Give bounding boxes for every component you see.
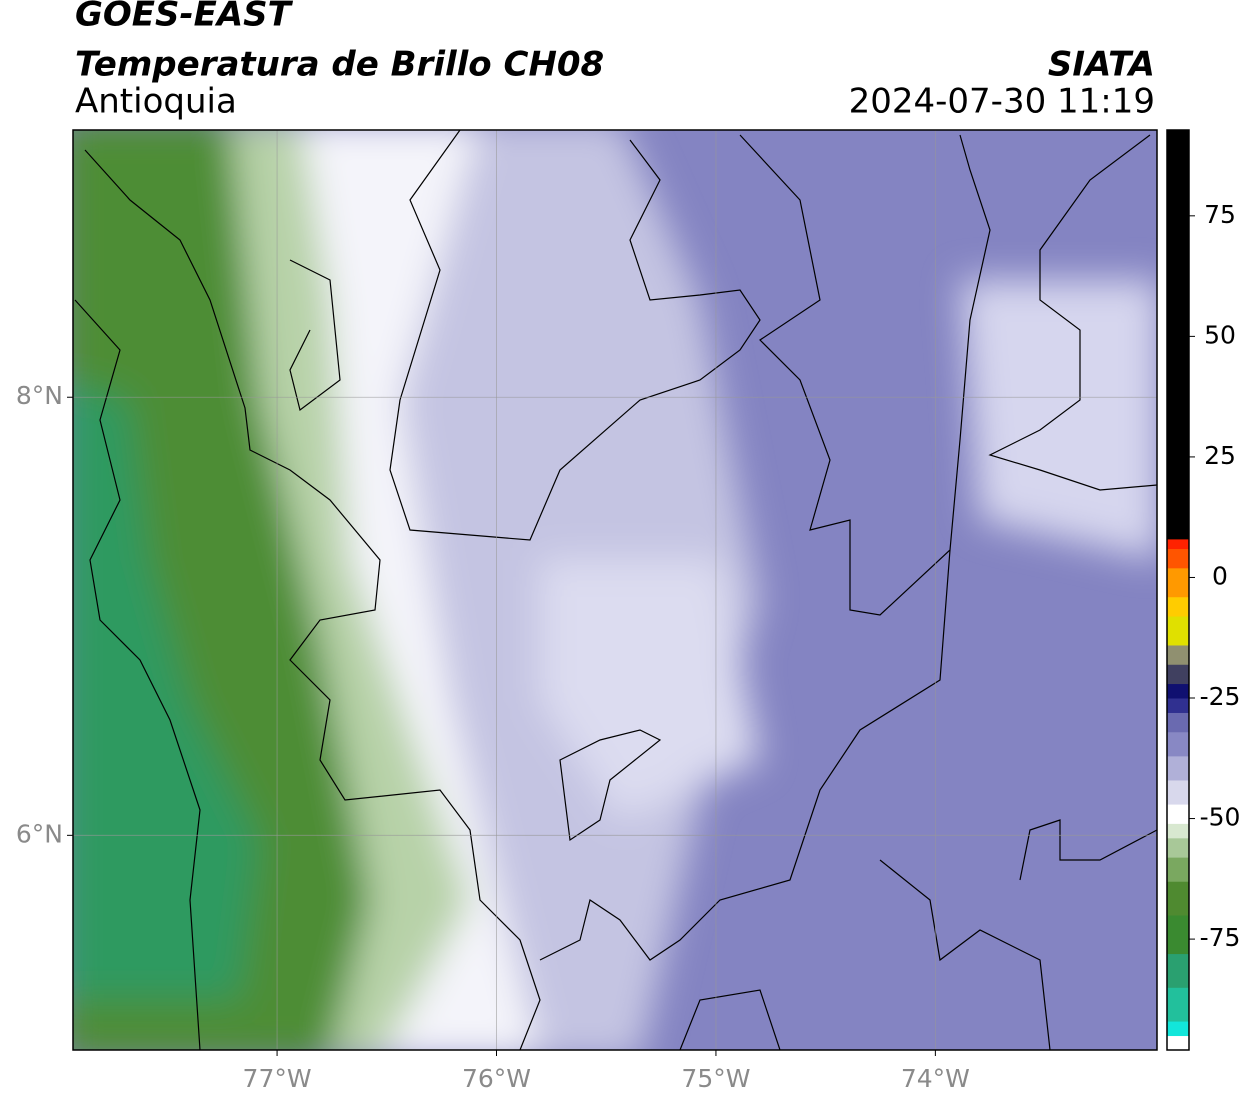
region: Antioquia: [75, 82, 237, 122]
source: SIATA: [1048, 45, 1155, 85]
colorbar-segment: [1167, 664, 1189, 685]
map-field: [73, 130, 1157, 1050]
y-tick-label: 8°N: [16, 381, 63, 410]
colorbar-segment: [1167, 881, 1189, 916]
colorbar-tick-label: -25: [1200, 682, 1241, 711]
colorbar-segment: [1167, 130, 1189, 540]
colorbar-segment: [1167, 616, 1189, 646]
colorbar-segment: [1167, 567, 1189, 598]
subtitle: Temperatura de Brillo CH08: [75, 45, 604, 85]
colorbar-tick-label: 0: [1212, 561, 1228, 590]
datetime: 2024-07-30 11:19: [849, 82, 1155, 122]
colorbar-segment: [1167, 548, 1189, 569]
x-tick-label: 74°W: [901, 1064, 970, 1093]
colorbar-segment: [1167, 823, 1189, 839]
colorbar-segment: [1167, 731, 1189, 757]
colorbar-tick-label: 75: [1204, 200, 1236, 229]
colorbar-tick-label: 50: [1204, 320, 1236, 349]
colorbar-tick-label: -50: [1200, 803, 1241, 832]
x-tick-label: 75°W: [681, 1064, 750, 1093]
colorbar-segment: [1167, 538, 1189, 550]
colorbar-tick-label: 25: [1204, 441, 1236, 470]
title: GOES-EAST: [75, 0, 294, 35]
colorbar-frame: [1166, 129, 1190, 1051]
colorbar-segment: [1167, 698, 1189, 713]
colorbar-segment: [1167, 953, 1189, 988]
colorbar-segment: [1167, 683, 1189, 699]
colorbar-segment: [1167, 712, 1189, 733]
y-tick-label: 6°N: [16, 819, 63, 848]
colorbar-segment: [1167, 1021, 1189, 1037]
colorbar-segment: [1167, 987, 1189, 1022]
colorbar-segment: [1167, 857, 1189, 882]
field-shading: [73, 130, 1157, 1050]
colorbar-segment: [1167, 779, 1189, 805]
colorbar-segment: [1167, 755, 1189, 781]
boundaries: [74, 130, 1157, 1050]
colorbar-segment: [1167, 596, 1189, 617]
map-frame: [72, 129, 1158, 1051]
x-tick-label: 77°W: [243, 1064, 312, 1093]
colorbar-segment: [1167, 644, 1189, 665]
x-tick-label: 76°W: [462, 1064, 531, 1093]
colorbar-tick-label: -75: [1200, 923, 1241, 952]
colorbar-segment: [1167, 804, 1189, 824]
colorbar-segment: [1167, 837, 1189, 858]
colorbar-segment: [1167, 914, 1189, 955]
colorbar-segment: [1167, 1035, 1189, 1051]
